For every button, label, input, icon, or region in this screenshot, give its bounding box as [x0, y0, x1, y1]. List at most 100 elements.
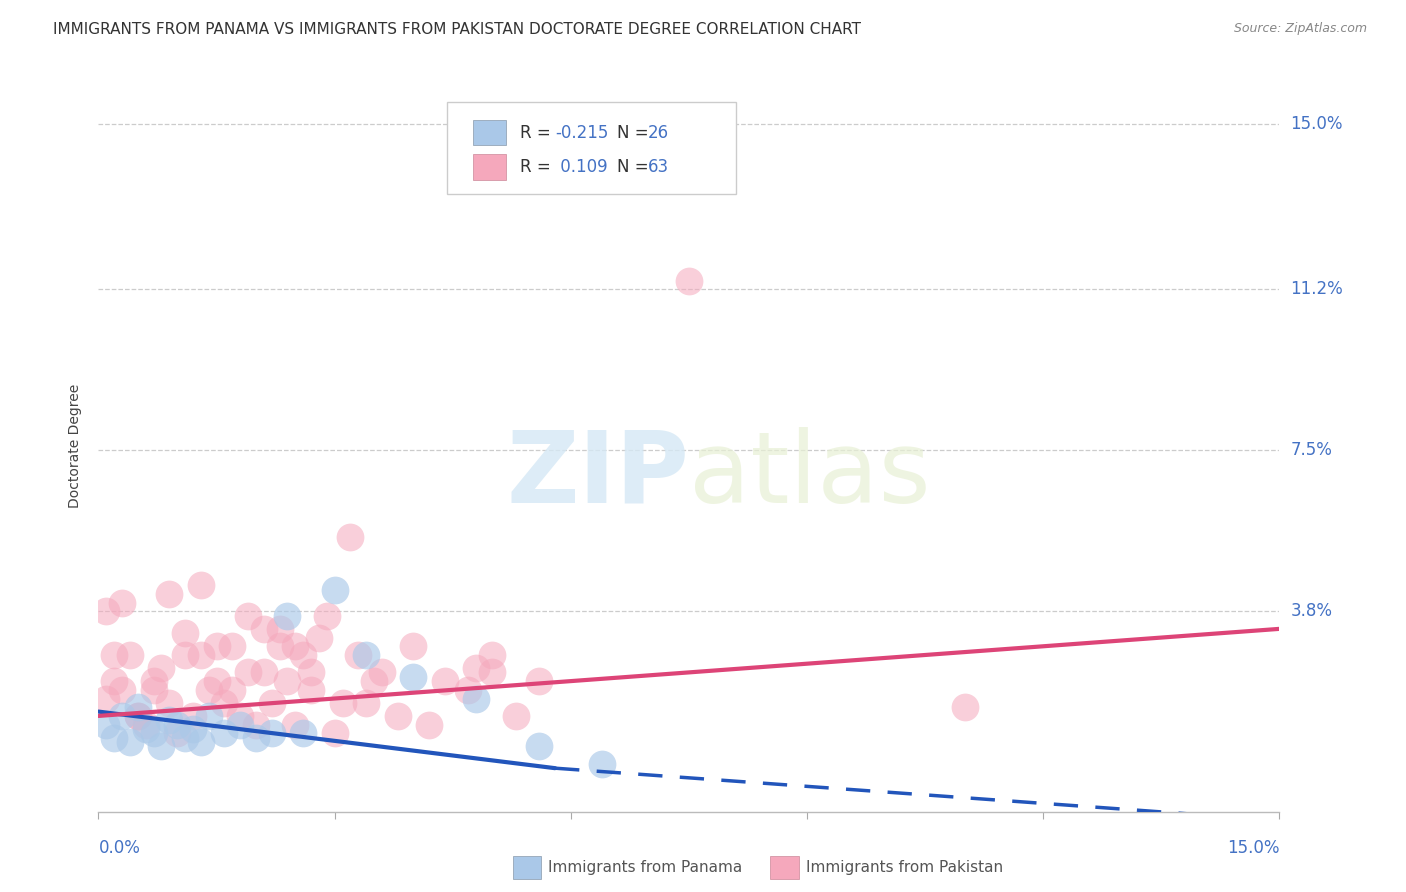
Point — [190, 578, 212, 592]
Point — [221, 682, 243, 697]
Text: R =: R = — [520, 124, 555, 142]
Point — [157, 714, 180, 728]
Point — [111, 709, 134, 723]
Text: 15.0%: 15.0% — [1227, 839, 1279, 857]
Text: 3.8%: 3.8% — [1291, 602, 1333, 621]
Point — [323, 726, 346, 740]
Point — [299, 665, 322, 680]
Y-axis label: Doctorate Degree: Doctorate Degree — [69, 384, 83, 508]
Point — [221, 640, 243, 654]
Point — [402, 670, 425, 684]
Point — [229, 709, 252, 723]
FancyBboxPatch shape — [447, 103, 737, 194]
Point — [103, 674, 125, 689]
Bar — [472, 120, 506, 145]
Text: Source: ZipAtlas.com: Source: ZipAtlas.com — [1233, 22, 1367, 36]
Text: 0.0%: 0.0% — [98, 839, 141, 857]
Point — [118, 648, 141, 662]
Point — [111, 596, 134, 610]
Point — [174, 731, 197, 745]
Point — [166, 717, 188, 731]
Point — [166, 726, 188, 740]
Point — [465, 661, 488, 675]
Point — [205, 640, 228, 654]
Point — [118, 735, 141, 749]
Point — [354, 648, 377, 662]
Point — [174, 626, 197, 640]
Text: IMMIGRANTS FROM PANAMA VS IMMIGRANTS FROM PAKISTAN DOCTORATE DEGREE CORRELATION : IMMIGRANTS FROM PANAMA VS IMMIGRANTS FRO… — [53, 22, 862, 37]
Text: 7.5%: 7.5% — [1291, 442, 1333, 459]
Text: atlas: atlas — [689, 426, 931, 524]
Point — [111, 682, 134, 697]
Point — [229, 717, 252, 731]
Point — [363, 674, 385, 689]
Point — [236, 608, 259, 623]
Point — [96, 604, 118, 618]
Text: 26: 26 — [648, 124, 669, 142]
Point — [953, 700, 976, 714]
Point — [190, 735, 212, 749]
Point — [678, 274, 700, 288]
Point — [181, 722, 204, 736]
Point — [205, 674, 228, 689]
Point — [323, 582, 346, 597]
Point — [332, 696, 354, 710]
Point — [402, 640, 425, 654]
Point — [260, 696, 283, 710]
Point — [135, 717, 157, 731]
Point — [245, 717, 267, 731]
Point — [157, 587, 180, 601]
Point — [96, 691, 118, 706]
Point — [269, 622, 291, 636]
Point — [150, 661, 173, 675]
Point — [197, 709, 219, 723]
Point — [142, 726, 165, 740]
Text: R =: R = — [520, 158, 555, 176]
Point — [174, 648, 197, 662]
Point — [142, 682, 165, 697]
Text: Immigrants from Pakistan: Immigrants from Pakistan — [806, 860, 1002, 874]
Point — [190, 648, 212, 662]
Point — [371, 665, 394, 680]
Text: 0.109: 0.109 — [555, 158, 609, 176]
Point — [315, 608, 337, 623]
Point — [354, 696, 377, 710]
Point — [214, 696, 236, 710]
Point — [276, 674, 298, 689]
Text: ZIP: ZIP — [506, 426, 689, 524]
Text: 11.2%: 11.2% — [1291, 280, 1343, 298]
Point — [347, 648, 370, 662]
Text: N =: N = — [617, 124, 654, 142]
Point — [150, 739, 173, 754]
Point — [529, 674, 551, 689]
Point — [236, 665, 259, 680]
Point — [269, 640, 291, 654]
Point — [96, 717, 118, 731]
Point — [135, 722, 157, 736]
Point — [481, 648, 503, 662]
Point — [433, 674, 456, 689]
Point — [387, 709, 409, 723]
Point — [127, 700, 149, 714]
Point — [591, 756, 613, 771]
Point — [103, 731, 125, 745]
Text: Immigrants from Panama: Immigrants from Panama — [548, 860, 742, 874]
Bar — [472, 154, 506, 180]
Point — [253, 622, 276, 636]
Point — [481, 665, 503, 680]
Point — [284, 717, 307, 731]
Point — [103, 648, 125, 662]
Text: 63: 63 — [648, 158, 669, 176]
Point — [299, 682, 322, 697]
Point — [339, 530, 361, 544]
Point — [214, 726, 236, 740]
Point — [529, 739, 551, 754]
Point — [292, 648, 315, 662]
Point — [157, 696, 180, 710]
Point — [260, 726, 283, 740]
Point — [284, 640, 307, 654]
Point — [292, 726, 315, 740]
Point — [142, 674, 165, 689]
Point — [276, 608, 298, 623]
Point — [308, 631, 330, 645]
